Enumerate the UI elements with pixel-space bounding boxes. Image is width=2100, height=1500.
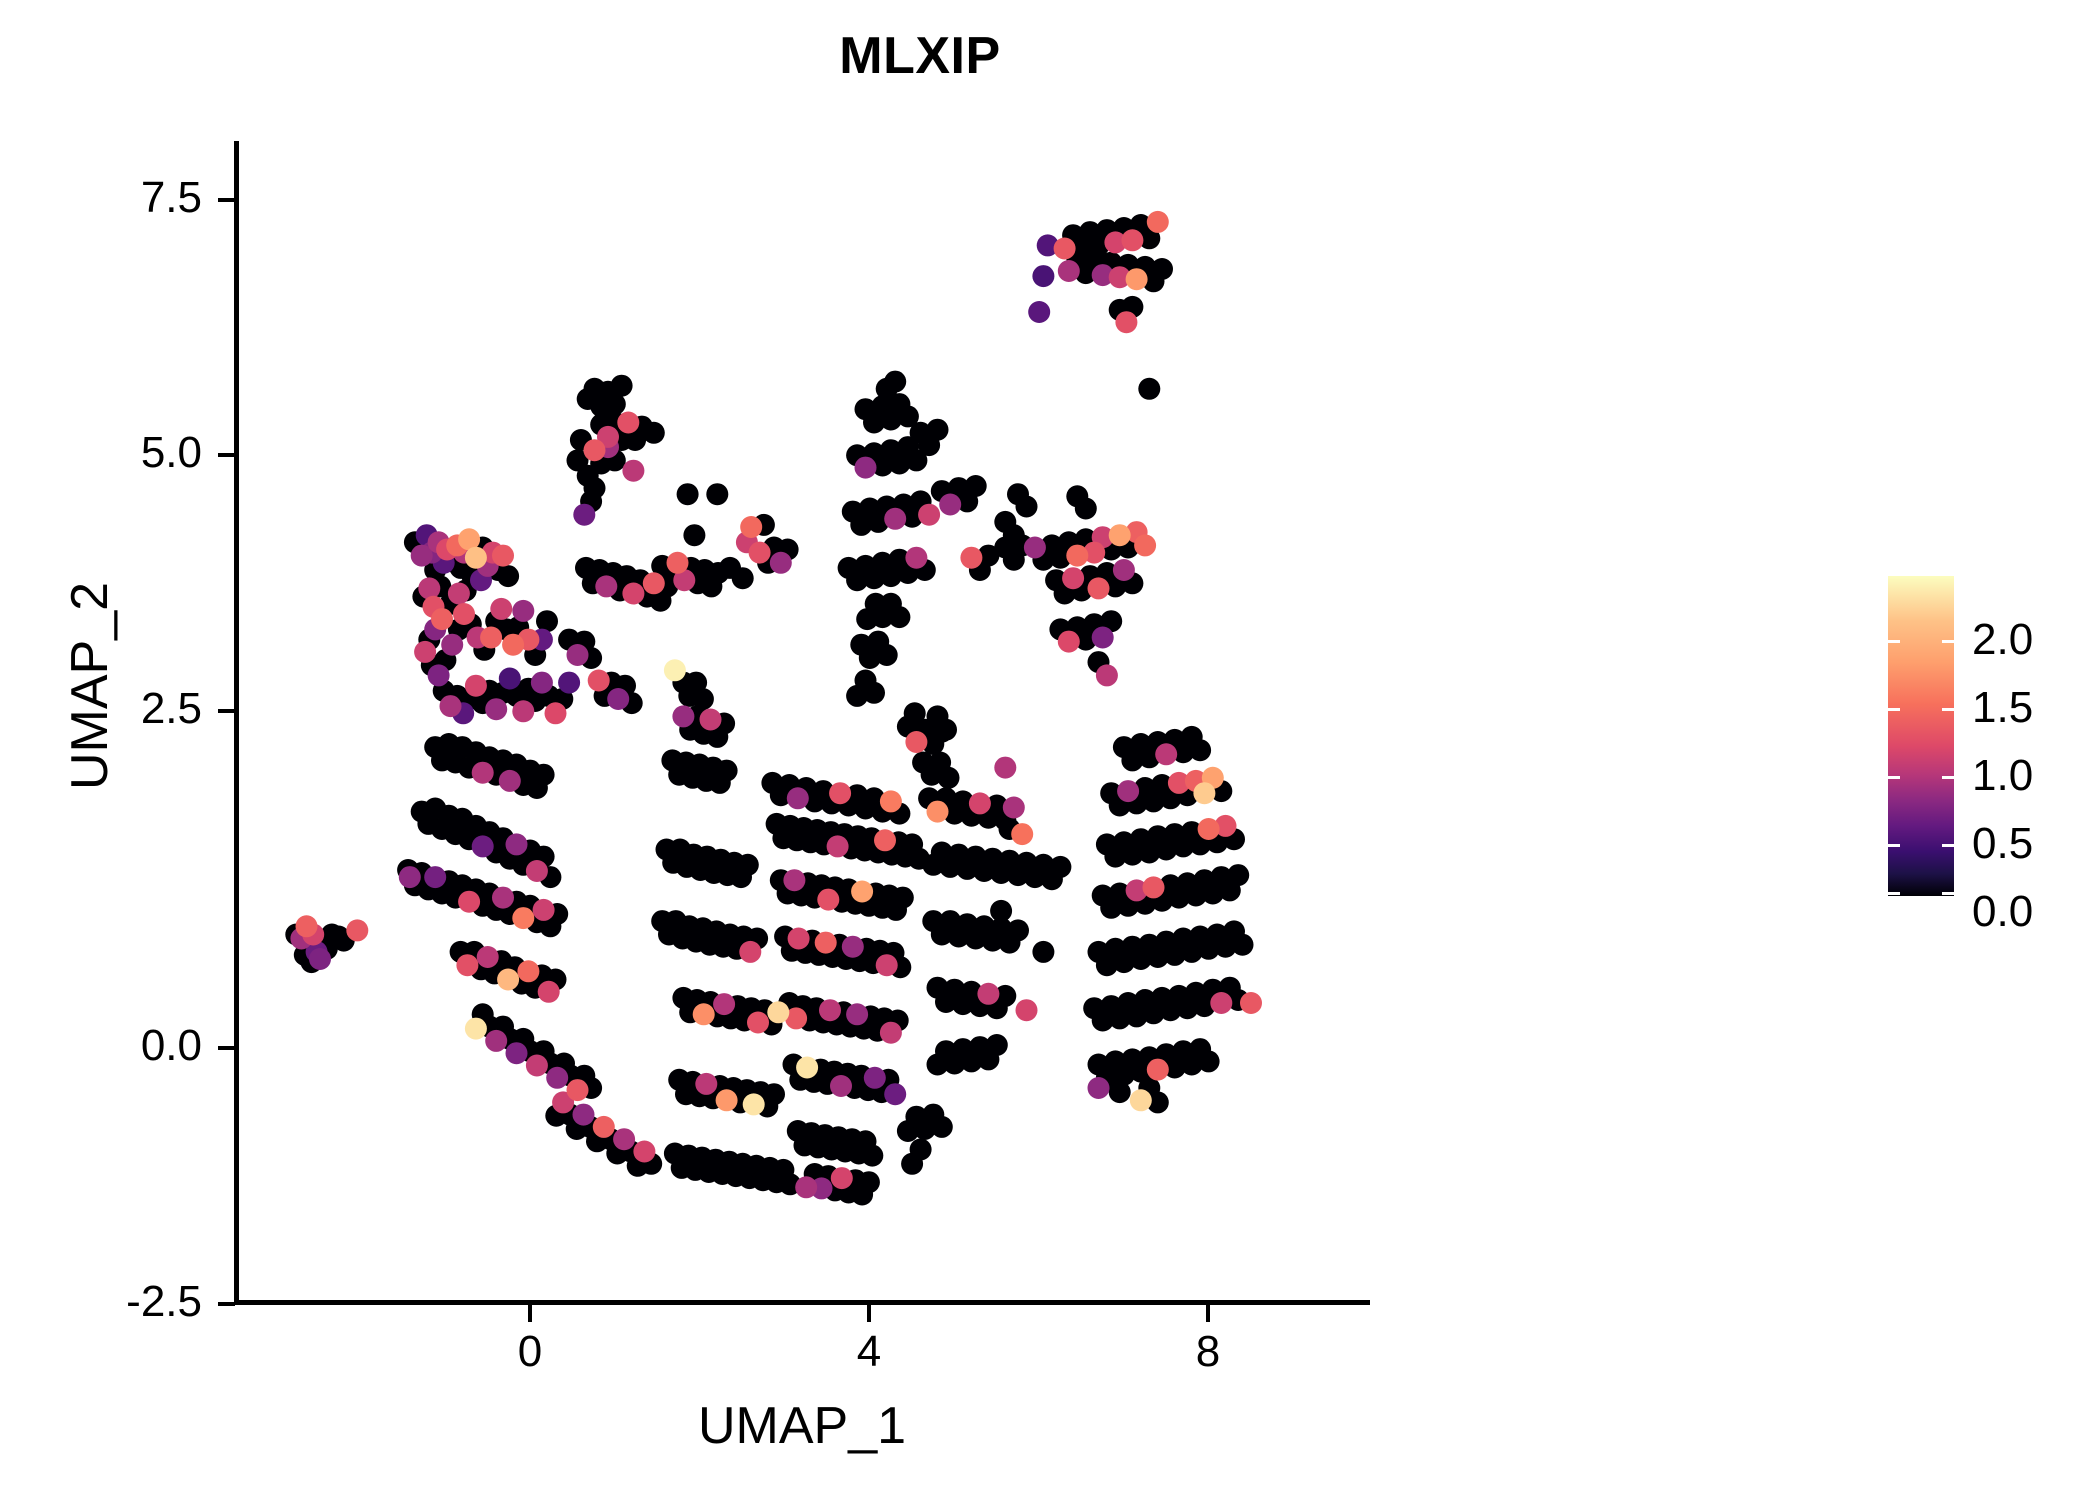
colorbar-tick-left-1.0 (1888, 776, 1900, 779)
colorbar-label-1.5: 1.5 (1972, 683, 2034, 732)
colorbar-tick-right-1.0 (1942, 776, 1954, 779)
colorbar-label-2.0: 2.0 (1972, 615, 2034, 664)
colorbar-label-0.0: 0.0 (1972, 887, 2034, 936)
y-tick-mark--2.5 (218, 1302, 235, 1306)
colorbar-gradient (1888, 576, 1954, 896)
y-tick-mark-2.5 (218, 709, 235, 713)
y-axis-title: UMAP_2 (61, 581, 119, 791)
y-tick-label-0.0: 0.0 (140, 1021, 202, 1070)
colorbar-tick-right-0.0 (1942, 892, 1954, 895)
x-axis-line (234, 1300, 1370, 1305)
y-tick-label--2.5: -2.5 (126, 1277, 202, 1326)
y-tick-label-7.5: 7.5 (140, 173, 202, 222)
colorbar-tick-right-0.5 (1942, 844, 1954, 847)
colorbar-tick-left-0.5 (1888, 844, 1900, 847)
scatter-plot-panel (237, 141, 1367, 1302)
y-tick-label-5.0: 5.0 (140, 428, 202, 477)
colorbar-tick-left-2.0 (1888, 640, 1900, 643)
y-tick-mark-0.0 (218, 1046, 235, 1050)
y-tick-mark-5.0 (218, 453, 235, 457)
x-tick-mark-8 (1206, 1305, 1210, 1322)
colorbar-tick-left-1.5 (1888, 708, 1900, 711)
y-tick-mark-7.5 (218, 198, 235, 202)
x-tick-label-0: 0 (517, 1327, 543, 1376)
x-axis-title: UMAP_1 (697, 1397, 907, 1455)
colorbar-tick-left-0.0 (1888, 892, 1900, 895)
scatter-points-layer (237, 141, 1367, 1302)
y-axis-line (234, 141, 239, 1304)
x-tick-mark-4 (867, 1305, 871, 1322)
x-tick-mark-0 (528, 1305, 532, 1322)
colorbar-tick-right-1.5 (1942, 708, 1954, 711)
x-tick-label-8: 8 (1195, 1327, 1221, 1376)
colorbar-legend: 2.0 1.5 1.0 0.5 0.0 (1888, 576, 2088, 934)
page-title: MLXIP (839, 27, 1001, 85)
colorbar-label-0.5: 0.5 (1972, 819, 2034, 868)
colorbar-tick-right-2.0 (1942, 640, 1954, 643)
colorbar-label-1.0: 1.0 (1972, 751, 2034, 800)
x-tick-label-4: 4 (856, 1327, 882, 1376)
y-tick-label-2.5: 2.5 (140, 684, 202, 733)
